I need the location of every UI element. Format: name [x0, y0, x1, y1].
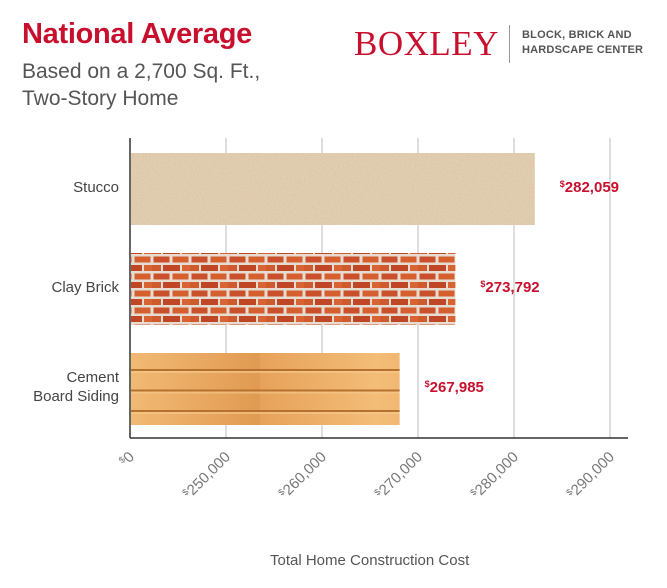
bar-stucco-texture — [131, 153, 535, 225]
bars-group — [131, 153, 535, 425]
category-label: Clay Brick — [51, 278, 119, 296]
bar-value-label: $273,792 — [480, 279, 540, 296]
bar-value-label: $267,985 — [424, 379, 484, 396]
boxley-logo: BOXLEY — [354, 24, 499, 63]
tagline-line-2: HARDSCAPE CENTER — [522, 44, 644, 56]
chart-subtitle: Based on a 2,700 Sq. Ft., Two-Story Home — [22, 58, 260, 112]
chart-title: National Average — [22, 18, 252, 50]
category-label: Cement Board Siding — [33, 369, 119, 405]
subtitle-line-1: Based on a 2,700 Sq. Ft., — [22, 60, 261, 83]
category-label: Stucco — [73, 178, 119, 196]
bar-brick — [131, 253, 456, 325]
tagline-line-1: BLOCK, BRICK AND — [522, 29, 632, 41]
brand-tagline: BLOCK, BRICK AND HARDSCAPE CENTER — [522, 28, 643, 58]
bar-value-label: $282,059 — [559, 179, 620, 196]
bar-wood-siding — [131, 353, 400, 425]
x-axis-title: Total Home Construction Cost — [270, 552, 470, 569]
logo-divider — [509, 25, 510, 63]
subtitle-line-2: Two-Story Home — [22, 87, 179, 110]
